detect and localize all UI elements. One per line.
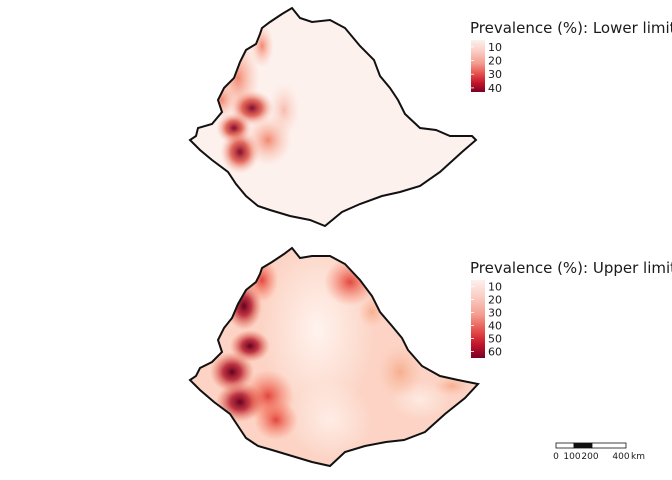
legend-title-upper: Prevalence (%): Upper limit: [470, 259, 672, 277]
legend-title-lower: Prevalence (%): Lower limit: [470, 19, 672, 37]
legend-tick-label: 40: [488, 82, 502, 95]
map-upper-limit: [189, 247, 479, 467]
legend-tick-label: 10: [488, 41, 502, 54]
legend-tick-label: 40: [488, 320, 502, 333]
scale-bar: 0 100 200 400 km: [553, 442, 645, 462]
scale-bar-segment-1: [555, 442, 575, 449]
legend-colorbar-upper: [471, 280, 485, 358]
legend-tick-label: 20: [488, 294, 502, 307]
legend-tick-label: 60: [488, 346, 502, 359]
scale-bar-label-200: 200: [581, 452, 598, 462]
scale-bar-segment-3: [591, 442, 627, 449]
map-lower-limit: [189, 7, 477, 227]
scale-bar-label-400: 400: [612, 452, 629, 462]
scale-bar-label-100: 100: [563, 452, 580, 462]
scale-bar-unit: km: [631, 452, 645, 462]
scale-bar-segment-2: [573, 442, 593, 449]
legend-tick-label: 30: [488, 307, 502, 320]
legend-tick-label: 50: [488, 333, 502, 346]
legend-tick-label: 30: [488, 68, 502, 81]
scale-bar-label-0: 0: [553, 452, 559, 462]
legend-tick-label: 20: [488, 55, 502, 68]
legend-colorbar-lower: [471, 40, 485, 92]
legend-tick-label: 10: [488, 281, 502, 294]
